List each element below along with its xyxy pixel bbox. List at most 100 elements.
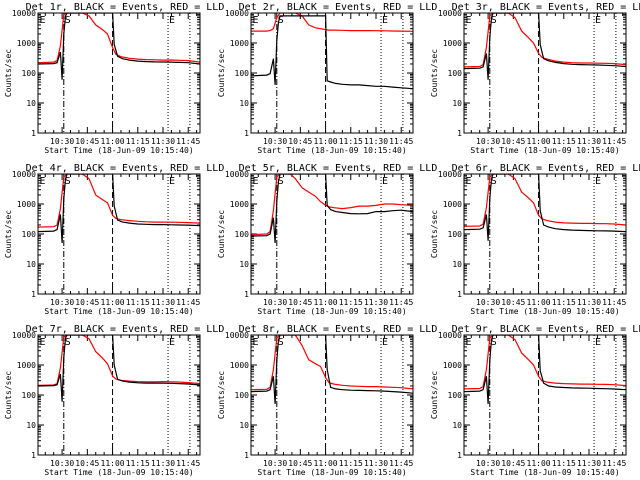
x-tick-label: 11:30 — [151, 137, 175, 146]
y-tick-label: 100 — [22, 391, 37, 400]
x-tick-label: 11:15 — [552, 298, 576, 307]
y-axis-label: Counts/sec — [217, 210, 226, 258]
y-tick-label: 10000 — [438, 331, 462, 340]
x-axis-label: Start Time (18-Jun-09 10:15:40) — [470, 468, 619, 477]
y-tick-label: 1 — [457, 129, 462, 138]
y-tick-label: 10 — [452, 99, 462, 108]
y-axis-label: Counts/sec — [217, 49, 226, 97]
panel-7: Det 7r, BLACK = Events, RED = LLD 1 10 100 1… — [4, 324, 224, 477]
y-tick-label: 1 — [244, 290, 249, 299]
y-tick-label: 100 — [448, 391, 463, 400]
x-tick-label: 11:15 — [339, 137, 363, 146]
panel-title: Det 7r, BLACK = Events, RED = LLD — [26, 324, 225, 335]
y-tick-label: 10000 — [438, 170, 462, 179]
x-tick-label: 11:30 — [364, 298, 388, 307]
panel-title: Det 5r, BLACK = Events, RED = LLD — [239, 163, 438, 174]
y-axis-label: Counts/sec — [430, 49, 439, 97]
y-tick-label: 1000 — [17, 200, 36, 209]
y-axis-label: Counts/sec — [4, 371, 13, 419]
marker-letter: E — [382, 176, 388, 187]
lld-series-line — [251, 174, 413, 236]
y-axis-label: Counts/sec — [430, 371, 439, 419]
y-tick-label: 10 — [26, 99, 36, 108]
x-axis-label: Start Time (18-Jun-09 10:15:40) — [470, 307, 619, 316]
x-tick-label: 11:45 — [176, 298, 200, 307]
lld-series-line — [251, 13, 413, 32]
plot-frame — [250, 334, 414, 456]
x-tick-label: 10:45 — [288, 137, 312, 146]
marker-letter: S — [491, 176, 497, 187]
y-tick-label: 10 — [26, 421, 36, 430]
y-tick-label: 100 — [235, 69, 250, 78]
marker-letter: E — [466, 15, 472, 26]
y-tick-label: 1000 — [230, 39, 249, 48]
lld-series-line — [38, 335, 200, 386]
x-tick-label: 11:30 — [577, 298, 601, 307]
events-series-line — [38, 174, 200, 244]
y-tick-label: 1000 — [443, 361, 462, 370]
x-tick-label: 11:15 — [339, 298, 363, 307]
x-tick-label: 11:30 — [364, 459, 388, 468]
marker-letter: E — [382, 15, 388, 26]
y-tick-label: 100 — [235, 230, 250, 239]
events-series-line — [251, 335, 413, 405]
y-tick-label: 10 — [239, 421, 249, 430]
lld-series-line — [38, 174, 200, 228]
x-tick-label: 11:45 — [602, 459, 626, 468]
events-series-line — [464, 13, 626, 80]
x-tick-label: 10:30 — [50, 137, 74, 146]
y-tick-label: 10 — [239, 99, 249, 108]
y-axis: 1 10 100 1000 10000 Counts/sec — [430, 9, 626, 138]
x-tick-label: 10:45 — [288, 459, 312, 468]
y-tick-label: 1000 — [230, 200, 249, 209]
x-tick-label: 11:45 — [389, 137, 413, 146]
x-tick-label: 10:30 — [263, 459, 287, 468]
events-series-line — [38, 335, 200, 402]
y-tick-label: 1000 — [443, 200, 462, 209]
x-tick-label: 11:00 — [314, 459, 338, 468]
lld-series-line — [464, 174, 626, 227]
x-tick-label: 10:45 — [501, 298, 525, 307]
x-tick-label: 11:15 — [339, 459, 363, 468]
x-tick-label: 11:00 — [101, 298, 125, 307]
panel-4: Det 4r, BLACK = Events, RED = LLD1101001… — [4, 163, 224, 316]
x-tick-label: 11:45 — [602, 137, 626, 146]
y-tick-label: 1000 — [17, 361, 36, 370]
y-axis: 1 10 100 1000 10000 Counts/sec — [430, 170, 626, 299]
plot-frame — [463, 334, 627, 456]
panel-title: Det 6r, BLACK = Events, RED = LLD — [452, 163, 640, 174]
panel-5: Det 5r, BLACK = Events, RED = LLD1101001… — [217, 163, 437, 316]
x-tick-label: 11:45 — [389, 298, 413, 307]
events-series-line — [464, 174, 626, 241]
panel-title: Det 4r, BLACK = Events, RED = LLD — [26, 163, 225, 174]
x-tick-label: 10:30 — [476, 298, 500, 307]
y-tick-label: 100 — [22, 69, 37, 78]
x-tick-label: 11:30 — [364, 137, 388, 146]
x-tick-label: 11:30 — [151, 459, 175, 468]
panel-8: Det 8r, BLACK = Events, RED = LLD1101001… — [217, 324, 437, 477]
x-axis-label: Start Time (18-Jun-09 10:15:40) — [44, 146, 193, 155]
x-tick-label: 10:30 — [50, 298, 74, 307]
plot-frame — [37, 173, 201, 295]
marker-letter: E — [169, 337, 175, 348]
panel-9: Det 9r, BLACK = Events, RED = LLD1101001… — [430, 324, 640, 477]
panel-6: Det 6r, BLACK = Events, RED = LLD1101001… — [430, 163, 640, 316]
y-axis: 1 10 100 1000 10000 Counts/sec — [4, 331, 200, 460]
y-tick-label: 100 — [448, 230, 463, 239]
marker-letter: E — [40, 176, 46, 187]
y-axis: 1 10 100 1000 10000 Counts/sec — [430, 331, 626, 460]
marker-letter: S — [65, 15, 71, 26]
x-tick-label: 11:45 — [602, 298, 626, 307]
y-tick-label: 1 — [31, 451, 36, 460]
y-axis: 1 10 100 1000 10000 Counts/sec — [217, 170, 413, 299]
x-tick-label: 11:00 — [101, 137, 125, 146]
marker-letter: E — [169, 176, 175, 187]
